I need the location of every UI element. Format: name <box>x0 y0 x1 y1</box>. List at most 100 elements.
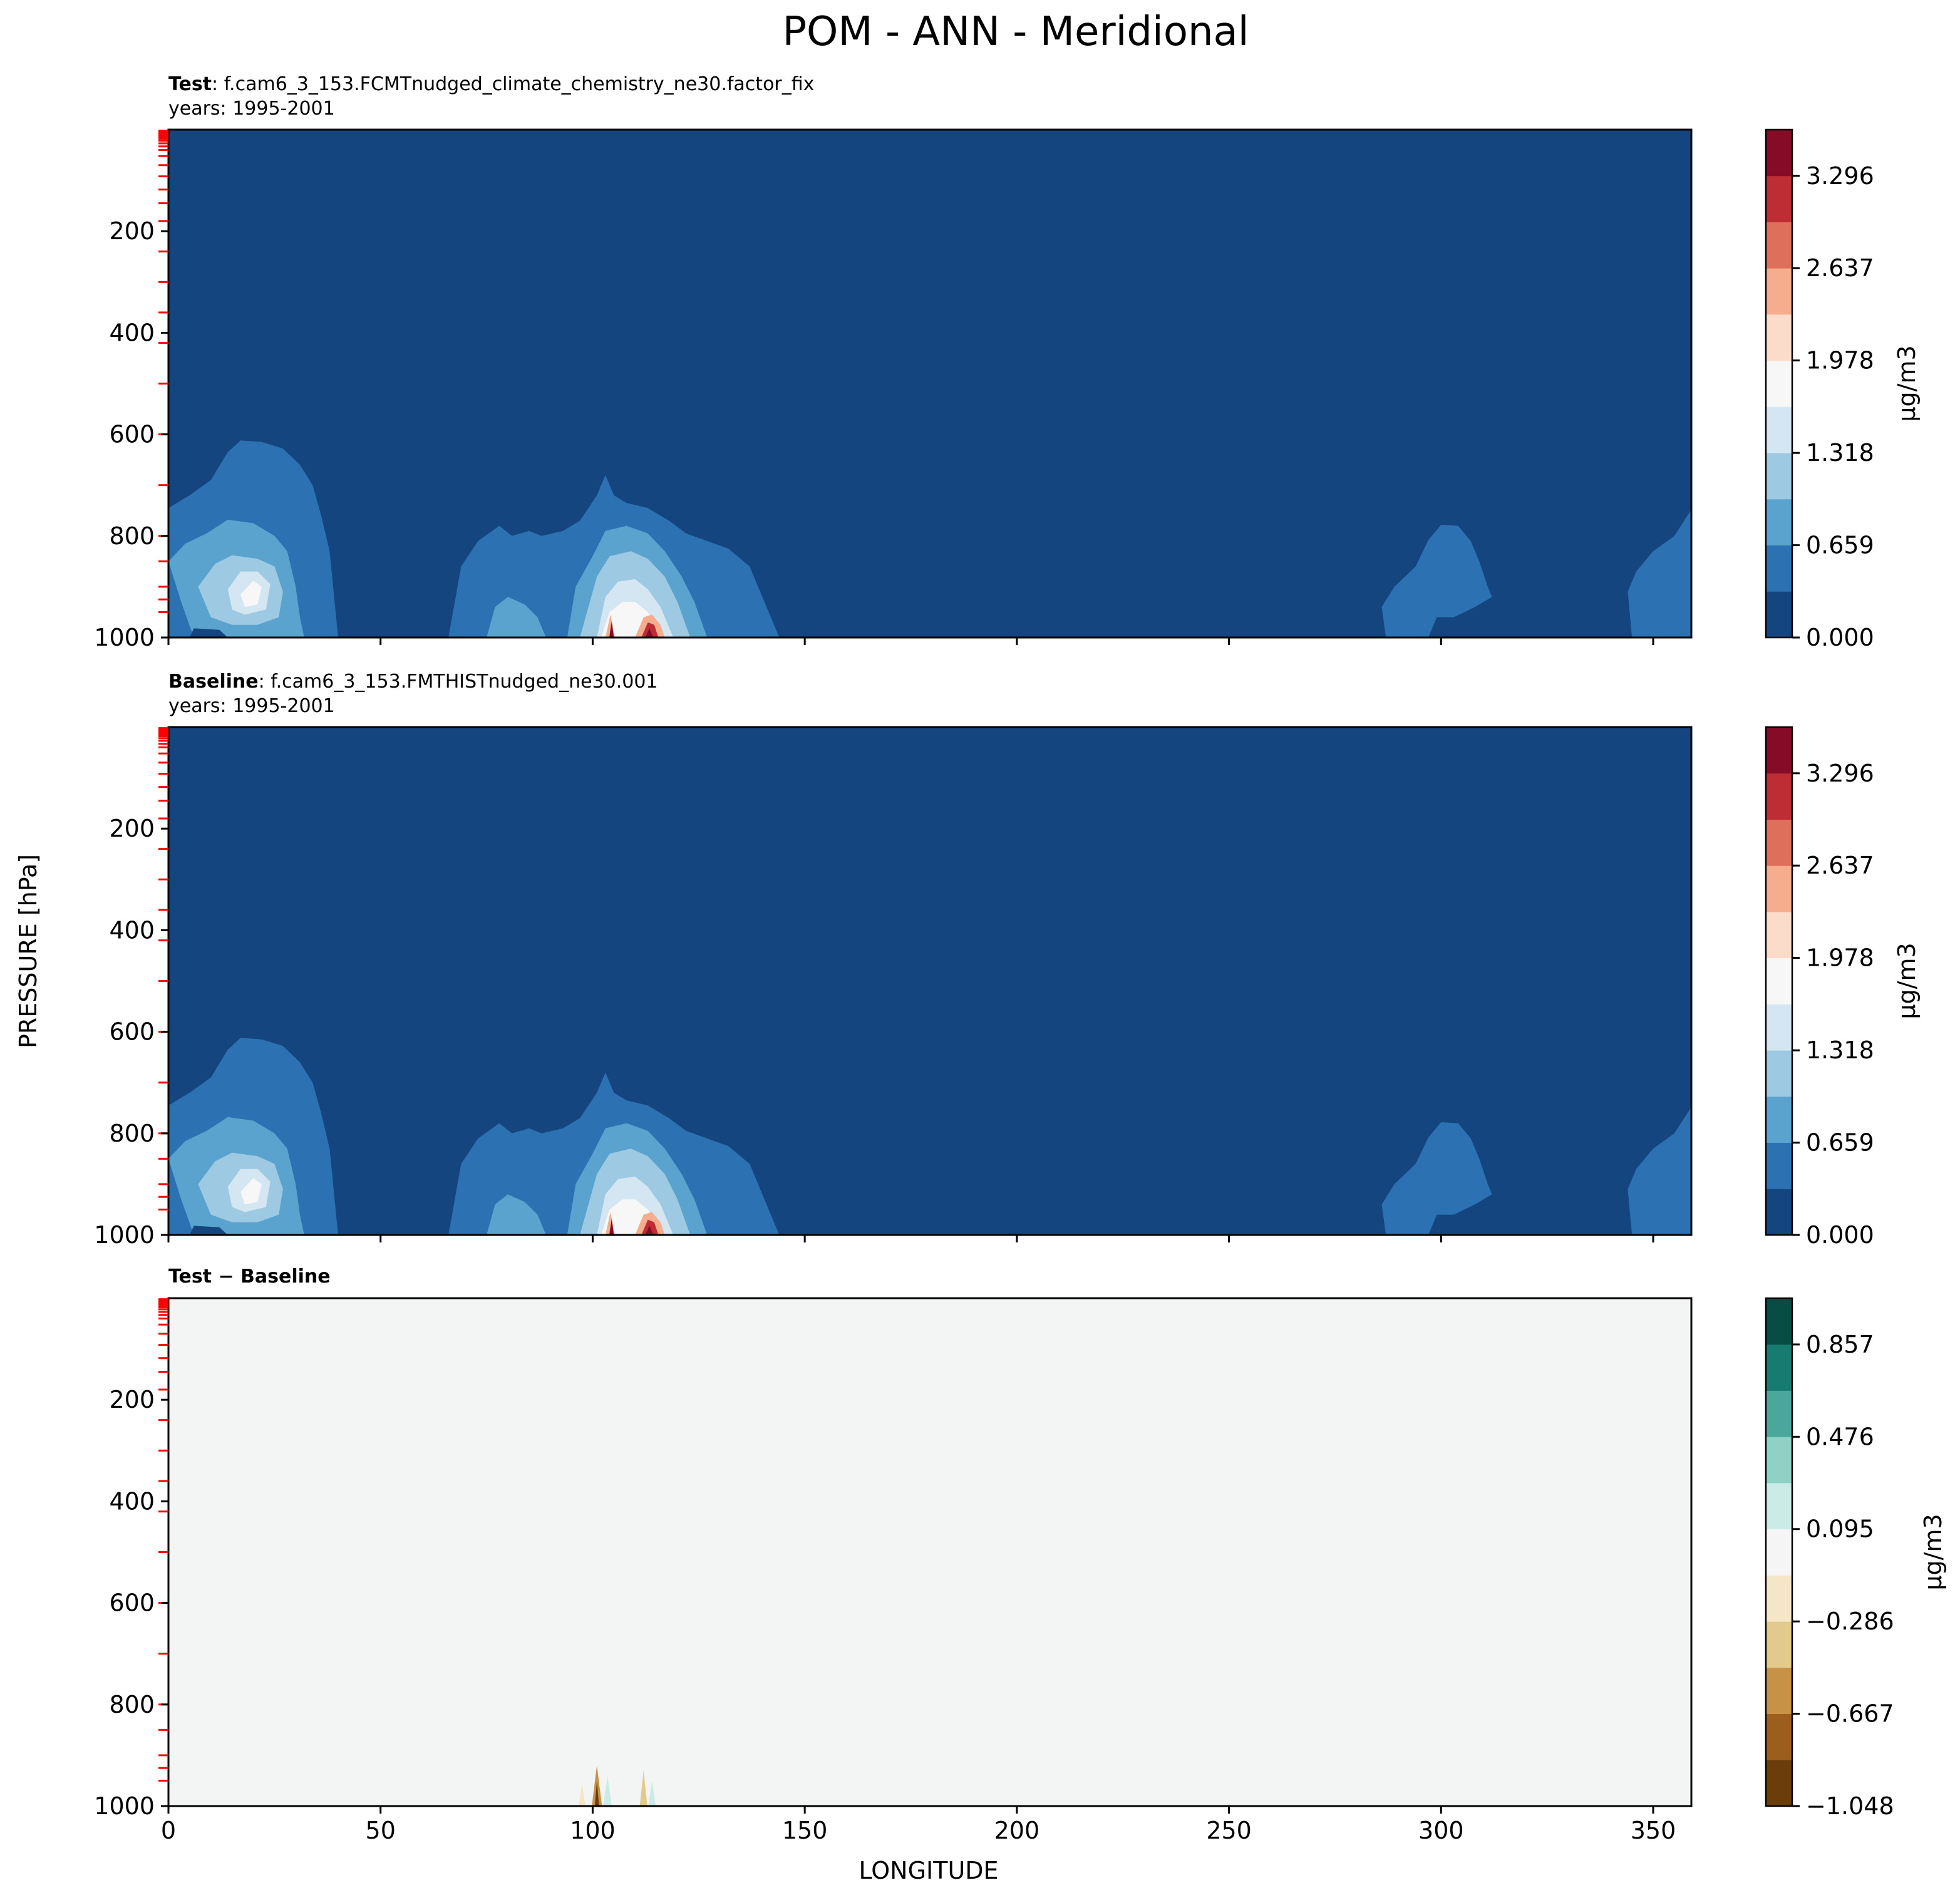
panel-test-plot: 200 400 600 800 1000 0.000 0.659 1.318 1.978 2.63… <box>94 128 1921 651</box>
y-tick-label: 800 <box>109 522 155 550</box>
colorbar-diff-label: μg/m3 <box>1919 1514 1947 1590</box>
colorbar-tick-label: −1.048 <box>1806 1792 1894 1820</box>
contour-baseline-r3-l1 <box>1381 1122 1492 1235</box>
y-tick-label: 200 <box>109 1386 155 1413</box>
colorbar-diff-segment <box>1766 1437 1792 1484</box>
colorbar-baseline-segment <box>1766 865 1792 912</box>
colorbar-test-segment <box>1766 453 1792 500</box>
plot-diff-background <box>168 1298 1691 1806</box>
colorbar-diff-segment <box>1766 1482 1792 1530</box>
contour-test-r2-l10b <box>645 628 654 638</box>
contour-test-r3-l1 <box>1381 525 1492 638</box>
colorbar-test-segment <box>1766 175 1792 222</box>
colorbar-tick-label: −0.667 <box>1806 1700 1894 1728</box>
contour-baseline-r4-l1 <box>1627 1107 1691 1235</box>
colorbar-baseline-frame <box>1765 726 1793 1236</box>
panel-test-label-rest: : f.cam6_3_153.FCMTnudged_climate_chemis… <box>212 73 814 95</box>
colorbar-tick-label: 0.857 <box>1806 1331 1874 1358</box>
colorbar-diff-segment <box>1766 1667 1792 1715</box>
diff-spike-neg-a-core <box>594 1780 599 1806</box>
contour-baseline-r1-gap <box>189 1226 228 1235</box>
x-tick-label: 300 <box>1418 1817 1464 1844</box>
y-tick-label: 600 <box>109 1018 155 1046</box>
colorbar-test-segment <box>1766 268 1792 315</box>
y-axis-label: PRESSURE [hPa] <box>14 854 42 1048</box>
contour-baseline-r2-l10a <box>609 1219 614 1235</box>
panel-baseline-label-bold: Baseline <box>168 671 259 693</box>
y-tick-label: 800 <box>109 1120 155 1147</box>
colorbar-baseline-segment <box>1766 958 1792 1004</box>
panel-baseline-label: Baseline: f.cam6_3_153.FMTHISTnudged_ne3… <box>168 671 658 693</box>
colorbar-test-segment <box>1766 406 1792 453</box>
diff-spike-pos-a <box>603 1775 612 1806</box>
x-tick-label: 50 <box>366 1817 396 1844</box>
panel-baseline-plot: 200 400 600 800 1000 0.000 0.659 1.318 1.978 2.63… <box>94 726 1921 1249</box>
y-tick-label: 400 <box>109 916 155 944</box>
colorbar-baseline-segment <box>1766 911 1792 959</box>
y-tick-label: 600 <box>109 1589 155 1617</box>
colorbar-baseline-segment <box>1766 1189 1792 1236</box>
figure-title: POM - ANN - Meridional <box>782 9 1249 55</box>
colorbar-test-segment <box>1766 591 1792 638</box>
y-tick-label: 400 <box>109 319 155 346</box>
colorbar-tick-label: 0.659 <box>1806 532 1874 559</box>
colorbar-diff-segment <box>1766 1344 1792 1391</box>
panel-diff-label: Test − Baseline <box>168 1266 331 1288</box>
y-tick-label: 200 <box>109 217 155 245</box>
x-axis-label: LONGITUDE <box>859 1857 998 1884</box>
colorbar-tick-label: 1.978 <box>1806 944 1874 972</box>
colorbar-tick-label: 1.318 <box>1806 1036 1874 1064</box>
y-tick-label: 800 <box>109 1691 155 1718</box>
contour-test-r2-l10a <box>609 621 614 638</box>
colorbar-baseline-label: μg/m3 <box>1893 942 1921 1019</box>
colorbar-tick-label: 0.095 <box>1806 1515 1874 1543</box>
colorbar-diff-segment <box>1766 1390 1792 1437</box>
x-tick-label: 150 <box>782 1817 828 1844</box>
colorbar-diff-segment <box>1766 1621 1792 1668</box>
contour-test-r2-l2a <box>487 597 546 638</box>
y-tick-label: 1000 <box>94 1221 155 1249</box>
y-tick-label: 600 <box>109 421 155 448</box>
colorbar-test-label: μg/m3 <box>1893 345 1921 421</box>
panel-baseline-label-rest: : f.cam6_3_153.FMTHISTnudged_ne30.001 <box>259 671 658 693</box>
colorbar-test-segment <box>1766 360 1792 407</box>
contour-baseline-r1-l5 <box>240 1178 262 1205</box>
contour-test-r4-l1 <box>1627 509 1691 638</box>
colorbar-test-frame <box>1765 128 1793 639</box>
contour-test-r1-gap <box>189 628 228 638</box>
colorbar-baseline-segment <box>1766 727 1792 774</box>
x-tick-label: 350 <box>1631 1817 1676 1844</box>
colorbar-tick-label: 1.978 <box>1806 347 1874 374</box>
colorbar-tick-label: 0.000 <box>1806 1221 1874 1249</box>
colorbar-diff-segment <box>1766 1575 1792 1622</box>
y-tick-label: 1000 <box>94 1792 155 1820</box>
y-tick-label: 400 <box>109 1487 155 1515</box>
colorbar-baseline-segment <box>1766 1096 1792 1144</box>
x-tick-label: 100 <box>570 1817 616 1844</box>
x-tick-label: 0 <box>161 1817 176 1844</box>
colorbar-tick-label: −0.286 <box>1806 1608 1894 1635</box>
contour-test-r1-l5 <box>240 581 262 607</box>
colorbar-baseline-segment <box>1766 1142 1792 1189</box>
diff-spike-pos-b <box>648 1780 656 1806</box>
colorbar-tick-label: 0.476 <box>1806 1423 1874 1450</box>
x-tick-label: 200 <box>994 1817 1040 1844</box>
colorbar-tick-label: 0.659 <box>1806 1129 1874 1157</box>
contour-baseline-r2-l10b <box>645 1226 654 1235</box>
diff-spike-neg-c <box>579 1783 585 1806</box>
panel-test-label: Test: f.cam6_3_153.FCMTnudged_climate_ch… <box>168 73 814 95</box>
colorbar-diff-segment <box>1766 1760 1792 1807</box>
colorbar-test-segment <box>1766 130 1792 177</box>
x-tick-label: 250 <box>1206 1817 1252 1844</box>
diff-spike-neg-b <box>639 1770 647 1806</box>
panel-test-years: years: 1995-2001 <box>168 98 335 120</box>
colorbar-test-segment <box>1766 545 1792 592</box>
colorbar-tick-label: 0.000 <box>1806 624 1874 651</box>
colorbar-test-segment <box>1766 222 1792 269</box>
y-tick-label: 1000 <box>94 624 155 651</box>
colorbar-diff-frame <box>1765 1297 1793 1807</box>
colorbar-baseline-segment <box>1766 1004 1792 1051</box>
